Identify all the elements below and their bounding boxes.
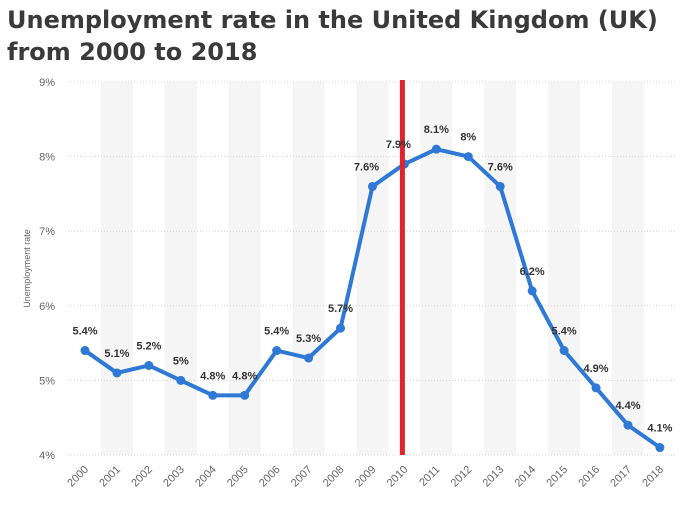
data-point-2012 <box>463 152 473 162</box>
y-tick-label: 4% <box>39 450 55 462</box>
x-tick-label-2011: 2011 <box>417 464 442 489</box>
data-label-2013: 7.6% <box>488 161 513 173</box>
y-axis-title: Unemployment rate <box>22 229 32 308</box>
x-tick-label-2000: 2000 <box>65 464 91 490</box>
x-tick-label-2018: 2018 <box>640 464 666 490</box>
data-label-2012: 8% <box>460 132 476 144</box>
x-tick-label-2007: 2007 <box>289 464 315 490</box>
data-point-2014 <box>527 286 537 296</box>
data-point-2018 <box>655 443 665 453</box>
data-point-2006 <box>272 346 282 356</box>
band-2013 <box>484 82 517 455</box>
data-point-2016 <box>591 383 601 393</box>
data-label-2008: 5.7% <box>328 303 353 315</box>
data-label-2001: 5.1% <box>104 348 129 360</box>
y-tick-label: 6% <box>39 301 55 313</box>
x-axis-tick-labels: 2000 2001 2002 2003 2004 2005 2006 2007 2008 2009… <box>65 464 666 490</box>
data-point-2017 <box>623 420 633 430</box>
x-tick-label-2016: 2016 <box>576 464 602 490</box>
data-point-2015 <box>559 346 569 356</box>
data-label-2002: 5.2% <box>136 340 161 352</box>
x-tick-label-2001: 2001 <box>97 464 123 490</box>
data-label-2017: 4.4% <box>615 400 640 412</box>
x-tick-label-2012: 2012 <box>449 464 475 490</box>
chart-title: Unemployment rate in the United Kingdom … <box>7 6 658 66</box>
data-point-2004 <box>208 390 218 400</box>
x-tick-label-2008: 2008 <box>321 464 347 490</box>
data-point-2001 <box>112 368 122 378</box>
y-axis-tick-labels: 4% 5% 6% 7% 8% 9% <box>39 77 55 462</box>
x-tick-label-2009: 2009 <box>353 464 379 490</box>
y-tick-label: 9% <box>39 77 55 89</box>
data-point-2009 <box>367 181 377 191</box>
y-tick-label: 8% <box>39 152 55 164</box>
x-tick-label-2004: 2004 <box>193 464 219 490</box>
data-point-2013 <box>495 181 505 191</box>
x-tick-label-2015: 2015 <box>544 464 570 490</box>
data-label-2005: 4.8% <box>232 370 257 382</box>
x-tick-label-2017: 2017 <box>608 464 634 490</box>
data-label-2018: 4.1% <box>647 423 672 435</box>
band-2015 <box>548 82 581 455</box>
data-label-2007: 5.3% <box>296 333 321 345</box>
y-tick-label: 7% <box>39 226 55 238</box>
band-2001 <box>100 82 133 455</box>
band-2007 <box>292 82 325 455</box>
y-tick-label: 5% <box>39 375 55 387</box>
data-label-2004: 4.8% <box>200 370 225 382</box>
data-point-2011 <box>431 144 441 154</box>
data-point-2005 <box>240 390 250 400</box>
data-point-2007 <box>304 353 314 363</box>
data-point-2000 <box>80 346 90 356</box>
x-tick-label-2002: 2002 <box>129 464 155 490</box>
data-point-2003 <box>176 375 186 385</box>
data-point-2002 <box>144 360 154 370</box>
band-2011 <box>420 82 453 455</box>
data-point-2008 <box>336 323 346 333</box>
x-tick-label-2003: 2003 <box>161 464 187 490</box>
data-label-2006: 5.4% <box>264 326 289 338</box>
data-label-2010: 7.9% <box>386 139 411 151</box>
x-tick-label-2014: 2014 <box>512 464 538 490</box>
data-labels: 5.4% 5.1% 5.2% 5% 4.8% 4.8% 5.4% 5.3% 5.7% 7.6% 7.… <box>72 124 672 434</box>
x-tick-label-2010: 2010 <box>385 464 411 490</box>
x-tick-label-2006: 2006 <box>257 464 283 490</box>
data-label-2014: 6.2% <box>520 266 545 278</box>
x-tick-label-2005: 2005 <box>225 464 251 490</box>
data-label-2015: 5.4% <box>552 326 577 338</box>
band-2017 <box>612 82 644 455</box>
x-tick-label-2013: 2013 <box>481 464 507 490</box>
data-label-2000: 5.4% <box>72 326 97 338</box>
data-label-2009: 7.6% <box>354 161 379 173</box>
alternating-bands <box>100 82 644 455</box>
data-label-2003: 5% <box>173 355 189 367</box>
band-2009 <box>356 82 389 455</box>
band-2003 <box>164 82 197 455</box>
gridlines <box>68 81 676 456</box>
data-label-2011: 8.1% <box>424 124 449 136</box>
data-label-2016: 4.9% <box>584 363 609 375</box>
